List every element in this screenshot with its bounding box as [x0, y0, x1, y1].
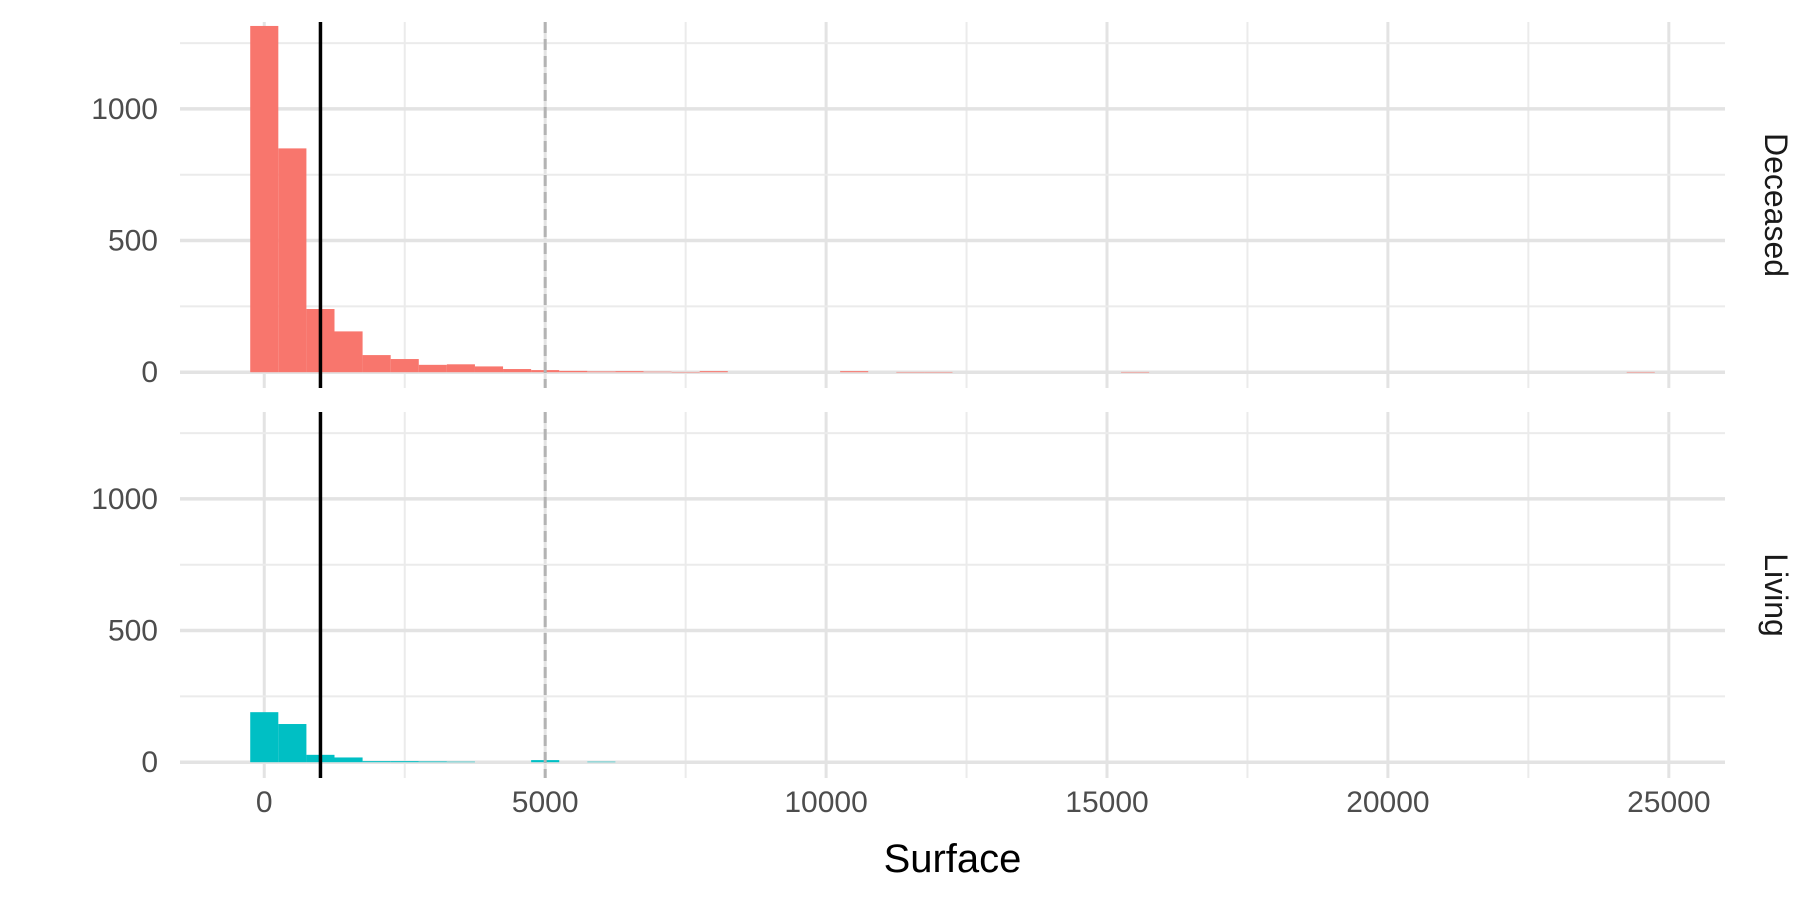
- histogram-bar: [896, 372, 924, 373]
- histogram-bar: [924, 372, 952, 373]
- histogram-bar: [335, 331, 363, 372]
- facet-strip-label: Living: [1758, 553, 1794, 637]
- histogram-bar: [391, 359, 419, 372]
- histogram-bar: [278, 724, 306, 762]
- x-tick-label: 25000: [1627, 786, 1710, 819]
- histogram-bar: [363, 355, 391, 372]
- histogram-bar: [363, 761, 391, 762]
- histogram-bar: [644, 372, 672, 373]
- y-tick-label: 500: [108, 225, 158, 258]
- x-tick-label: 5000: [512, 786, 579, 819]
- histogram-bar: [700, 371, 728, 372]
- histogram-bar: [587, 762, 615, 763]
- x-tick-label: 15000: [1065, 786, 1148, 819]
- histogram-bar: [559, 371, 587, 372]
- x-tick-label: 20000: [1346, 786, 1429, 819]
- histogram-bar: [447, 762, 475, 763]
- histogram-bar: [503, 369, 531, 372]
- x-tick-label: 10000: [784, 786, 867, 819]
- histogram-bar: [391, 761, 419, 762]
- y-tick-label: 0: [141, 356, 158, 389]
- histogram-bar: [250, 26, 278, 372]
- x-tick-label: 0: [256, 786, 273, 819]
- histogram-bar: [419, 761, 447, 762]
- histogram-bar: [447, 364, 475, 372]
- histogram-bar: [278, 148, 306, 372]
- facet-strip-label: Deceased: [1758, 133, 1794, 277]
- y-tick-label: 500: [108, 615, 158, 648]
- histogram-bar: [419, 365, 447, 372]
- histogram-bar: [250, 712, 278, 762]
- histogram-bar: [1121, 372, 1149, 373]
- histogram-bar: [335, 757, 363, 762]
- histogram-bar: [615, 371, 643, 372]
- y-tick-label: 1000: [91, 93, 158, 126]
- histogram-bar: [840, 371, 868, 372]
- histogram-bar: [475, 366, 503, 372]
- histogram-bar: [672, 372, 700, 373]
- histogram-bar: [587, 371, 615, 372]
- histogram-bar: [1627, 372, 1655, 373]
- y-tick-label: 0: [141, 746, 158, 779]
- x-axis-title: Surface: [884, 837, 1022, 881]
- y-tick-label: 1000: [91, 483, 158, 516]
